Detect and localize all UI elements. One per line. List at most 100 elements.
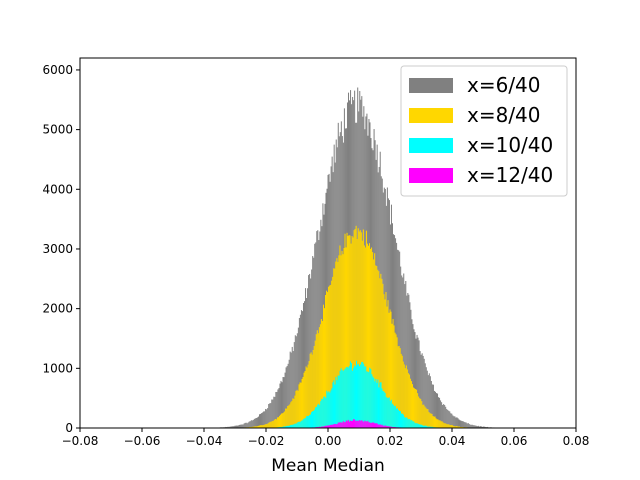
histogram-bar: [418, 396, 420, 428]
histogram-bar: [340, 422, 342, 428]
histogram-bar: [312, 256, 314, 428]
histogram-bar: [336, 380, 338, 428]
histogram-bar: [307, 364, 309, 428]
histogram-bar: [245, 422, 247, 428]
histogram-bar: [396, 337, 398, 428]
histogram-bar: [295, 336, 297, 428]
x-tick-label: 0.02: [377, 434, 404, 448]
histogram-bar: [325, 425, 327, 428]
histogram-bar: [250, 420, 252, 428]
histogram-bar: [348, 421, 350, 428]
histogram-bar: [302, 303, 304, 428]
histogram-bar: [484, 426, 486, 428]
legend-swatch: [409, 168, 453, 183]
histogram-bar: [428, 426, 430, 428]
histogram-bar: [453, 426, 455, 428]
histogram-bar: [346, 366, 348, 428]
histogram-bar: [309, 273, 311, 428]
histogram-bar: [395, 408, 397, 428]
histogram-bar: [397, 346, 399, 428]
histogram-bar: [351, 370, 353, 428]
histogram-bar: [403, 364, 405, 428]
histogram-bar: [379, 278, 381, 428]
histogram-bar: [392, 318, 394, 428]
histogram-bar: [460, 420, 462, 428]
histogram-bar: [283, 426, 285, 428]
histogram-bar: [451, 425, 453, 428]
histogram-bar: [390, 311, 392, 428]
histogram-bar: [287, 363, 289, 428]
histogram-bar: [343, 369, 345, 428]
histogram-bar: [387, 398, 389, 428]
y-tick-label: 5000: [42, 123, 73, 137]
histogram-bar: [429, 376, 431, 428]
histogram-bar: [394, 405, 396, 428]
histogram-bar: [450, 424, 452, 428]
histogram-bar: [412, 324, 414, 428]
histogram-bar: [358, 420, 360, 428]
histogram-bar: [313, 345, 315, 428]
histogram-bar: [485, 426, 487, 428]
histogram-bar: [386, 426, 388, 428]
histogram-bar: [382, 425, 384, 428]
histogram-bar: [311, 354, 313, 428]
histogram-bar: [225, 426, 227, 428]
histogram-bar: [406, 295, 408, 428]
histogram-bar: [411, 384, 413, 428]
series-x=10/40: [256, 360, 461, 428]
histogram-bar: [284, 372, 286, 428]
histogram-bar: [268, 422, 270, 428]
histogram-bar: [455, 426, 457, 428]
histogram-bar: [400, 353, 402, 428]
histogram-bar: [323, 426, 325, 428]
x-tick-label: −0.02: [248, 434, 285, 448]
histogram-bar: [271, 421, 273, 428]
histogram-bar: [284, 426, 286, 428]
histogram-bar: [475, 425, 477, 428]
histogram-bar: [363, 245, 365, 428]
histogram-bar: [445, 406, 447, 428]
histogram-bar: [379, 424, 381, 428]
histogram-bar: [342, 371, 344, 428]
histogram-bar: [458, 419, 460, 428]
histogram-bar: [392, 426, 394, 428]
histogram-bar: [292, 424, 294, 428]
histogram-bar: [321, 426, 323, 428]
histogram-bar: [350, 420, 352, 428]
histogram-bar: [430, 413, 432, 428]
histogram-bar: [340, 368, 342, 428]
histogram-bar: [290, 424, 292, 428]
histogram-bar: [322, 203, 324, 428]
histogram-bar: [380, 425, 382, 428]
histogram-bar: [341, 250, 343, 428]
histogram-bar: [286, 425, 288, 428]
histogram-bar: [258, 425, 260, 428]
histogram-bar: [366, 421, 368, 428]
histogram-bar: [383, 425, 385, 428]
histogram-bar: [393, 406, 395, 428]
histogram-bar: [290, 402, 292, 428]
histogram-bar: [325, 295, 327, 428]
histogram-bar: [409, 419, 411, 428]
histogram-bar: [446, 424, 448, 428]
histogram-bar: [453, 416, 455, 428]
histogram-bar: [331, 388, 333, 428]
histogram-bar: [237, 425, 239, 428]
histogram-bar: [322, 304, 324, 428]
histogram-bar: [443, 423, 445, 428]
histogram-bar: [352, 367, 354, 428]
histogram-bar: [294, 395, 296, 428]
histogram-bar: [288, 405, 290, 428]
histogram-bar: [368, 372, 370, 428]
histogram-bar: [428, 373, 430, 428]
histogram-bar: [300, 420, 302, 428]
histogram-bar: [338, 255, 340, 428]
histogram-bar: [398, 411, 400, 428]
histogram-bar: [411, 420, 413, 428]
histogram-bar: [440, 421, 442, 428]
histogram-bar: [446, 409, 448, 428]
histogram-bar: [429, 426, 431, 428]
histogram-bar: [291, 346, 293, 428]
histogram-bar: [393, 325, 395, 428]
x-tick-label: 0.06: [501, 434, 528, 448]
